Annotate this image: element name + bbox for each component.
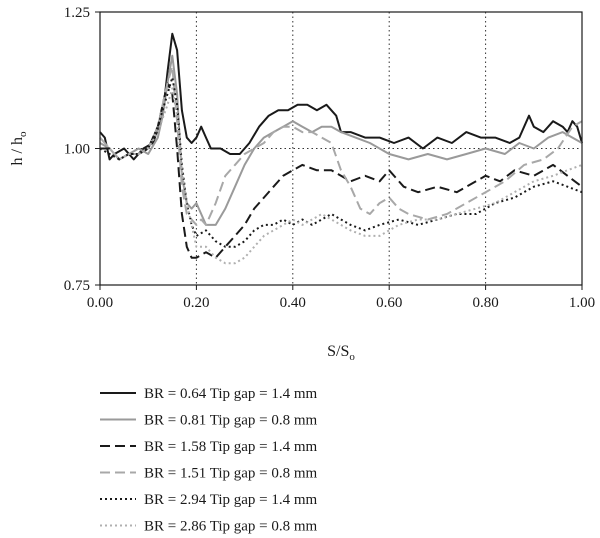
legend-label-2: BR = 0.81 Tip gap = 0.8 mm [144, 413, 318, 429]
y-tick-label: 1.25 [64, 5, 90, 21]
x-tick-label: 0.80 [472, 295, 498, 311]
grid-lines [100, 12, 582, 285]
series-lines [99, 32, 583, 265]
series-line-2 [99, 54, 583, 226]
x-axis-label-subscript: o [349, 351, 355, 363]
legend-label-5: BR = 2.94 Tip gap = 1.4 mm [144, 492, 318, 508]
x-tick-label: 0.40 [280, 295, 306, 311]
x-tick-label: 0.20 [183, 295, 209, 311]
y-axis-label-main: h / h [9, 137, 26, 165]
x-tick-label: 0.00 [87, 295, 113, 311]
y-axis-ticks: 0.75 1.00 1.25 [64, 5, 100, 294]
series-line-4 [99, 65, 583, 226]
x-axis-ticks: 0.00 0.20 0.40 0.60 0.80 1.00 [87, 285, 595, 311]
y-axis-label: h / ho [9, 131, 29, 165]
y-axis-label-subscript: o [17, 131, 29, 137]
legend-label-1: BR = 0.64 Tip gap = 1.4 mm [144, 386, 318, 402]
y-tick-label: 1.00 [64, 142, 90, 158]
legend-label-6: BR = 2.86 Tip gap = 0.8 mm [144, 519, 318, 535]
y-tick-label: 0.75 [64, 278, 90, 294]
legend-label-3: BR = 1.58 Tip gap = 1.4 mm [144, 439, 318, 455]
x-axis-label: S/So [327, 343, 355, 363]
legend: BR = 0.64 Tip gap = 1.4 mm BR = 0.81 Tip … [100, 386, 318, 535]
series-line-5 [99, 76, 583, 248]
x-tick-label: 1.00 [569, 295, 595, 311]
legend-label-4: BR = 1.51 Tip gap = 0.8 mm [144, 466, 318, 482]
series-line-1 [99, 32, 583, 161]
x-axis-label-main: S/S [327, 343, 349, 360]
x-tick-label: 0.60 [376, 295, 402, 311]
